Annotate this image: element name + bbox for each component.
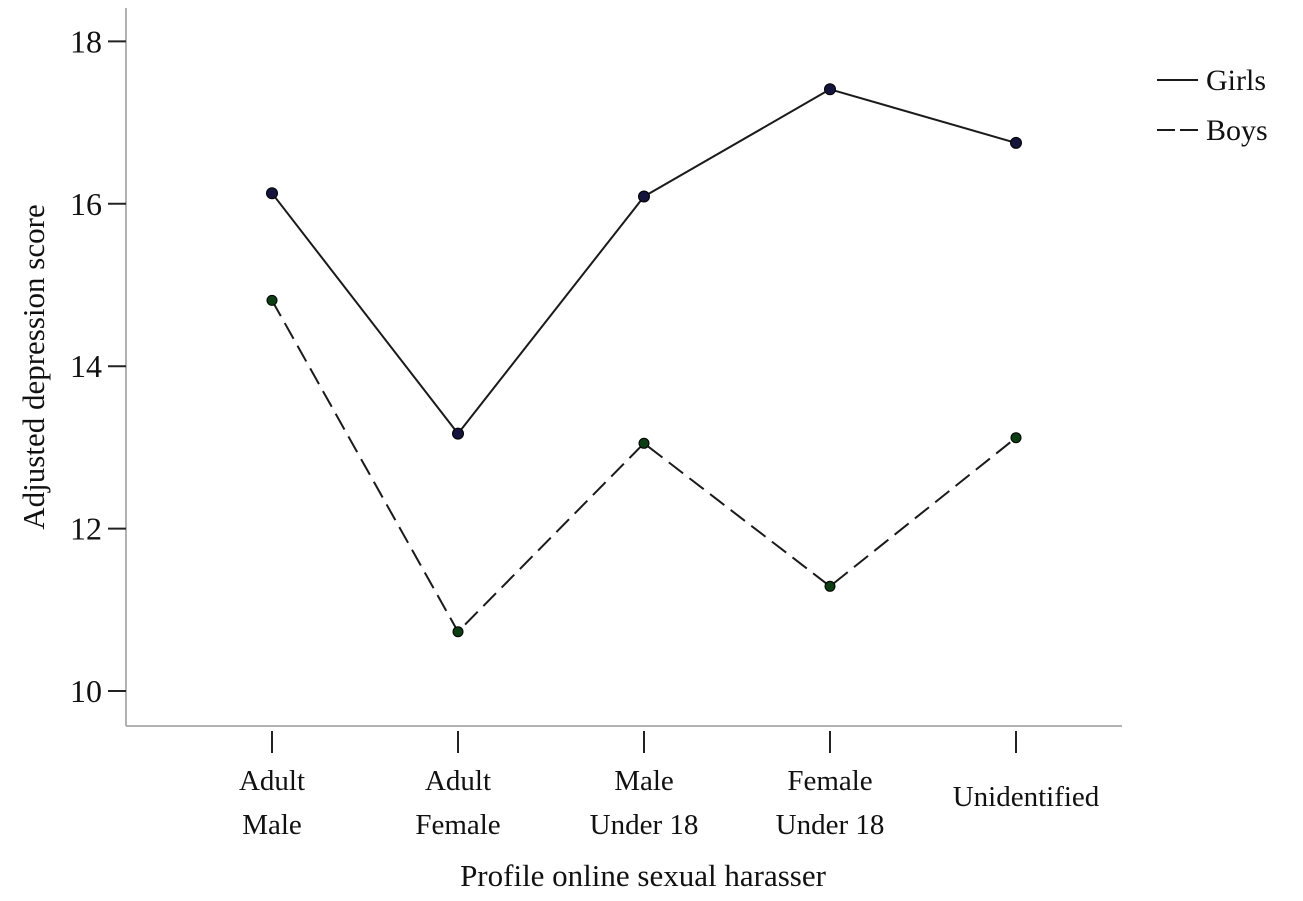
legend-label: Girls <box>1206 64 1266 97</box>
x-axis-ticks: Adult Male Adult Female Male Under 18 Female Un… <box>239 731 1100 841</box>
x-tick-label: Under 18 <box>776 809 885 841</box>
y-tick-label: 12 <box>70 511 102 547</box>
x-axis-title: Profile online sexual harasser <box>460 858 827 893</box>
axes <box>125 8 1122 727</box>
legend: Girls Boys <box>1157 64 1268 147</box>
series-line <box>271 299 1017 633</box>
y-axis-ticks: 10 12 14 16 18 <box>70 23 126 709</box>
data-point <box>452 427 464 440</box>
x-tick-label: Adult <box>425 765 491 797</box>
x-tick-label: Unidentified <box>953 781 1100 813</box>
series-layer <box>266 83 1022 638</box>
x-tick-label: Female <box>787 765 872 797</box>
legend-label: Boys <box>1206 114 1268 147</box>
series-girls <box>266 83 1022 440</box>
data-point <box>638 190 650 203</box>
y-tick-label: 10 <box>70 673 102 709</box>
data-point <box>1010 432 1022 444</box>
data-point <box>266 187 278 200</box>
data-point <box>824 580 836 592</box>
x-tick-label: Female <box>415 809 500 841</box>
x-tick-label: Adult <box>239 765 305 797</box>
series-boys <box>266 294 1022 638</box>
data-point <box>1010 136 1022 149</box>
y-tick-label: 16 <box>70 186 102 222</box>
x-tick-label: Male <box>614 765 674 797</box>
x-tick-label: Under 18 <box>590 809 699 841</box>
y-axis-title: Adjusted depression score <box>16 204 51 529</box>
data-point <box>824 83 836 96</box>
y-tick-label: 14 <box>70 348 102 384</box>
y-tick-label: 18 <box>70 23 102 59</box>
data-point <box>638 437 650 449</box>
data-point <box>266 294 278 306</box>
data-point <box>452 626 464 638</box>
x-tick-label: Male <box>242 809 302 841</box>
series-line <box>271 88 1017 435</box>
